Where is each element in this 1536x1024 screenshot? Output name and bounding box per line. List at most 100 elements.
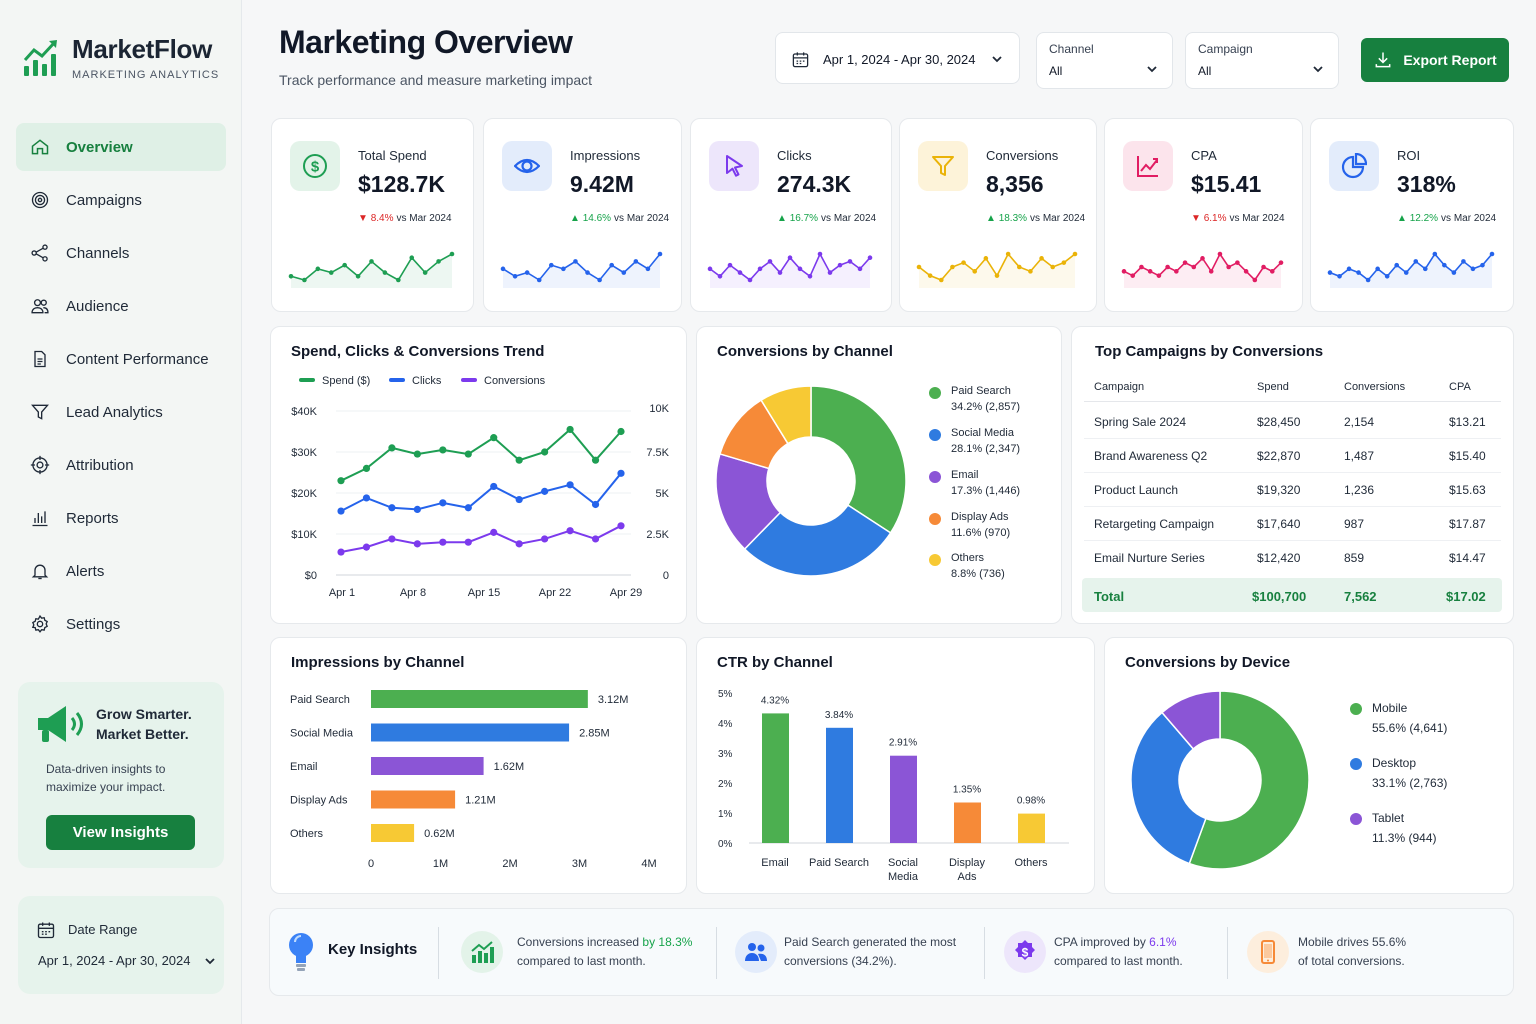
legend-dot — [929, 387, 941, 399]
date-range-value: Apr 1, 2024 - Apr 30, 2024 — [38, 953, 191, 968]
sparkline-point — [827, 270, 833, 275]
data-point — [566, 527, 574, 535]
table-cell: $22,870 — [1257, 449, 1301, 463]
sparkline-point — [422, 270, 428, 275]
down-arrow-icon: ▼ — [1191, 213, 1204, 224]
sparkline-point — [1005, 251, 1011, 257]
table-cell: $15.63 — [1449, 483, 1486, 497]
sidebar-item-overview[interactable]: Overview — [16, 123, 226, 171]
y-tick-left: $20K — [291, 488, 317, 500]
y-tick: 0% — [718, 839, 733, 850]
sparkline-point — [972, 269, 978, 274]
table-row[interactable]: Email Nurture Series $12,420 859 $14.47 — [1072, 541, 1513, 575]
data-point — [362, 464, 371, 472]
date-filter[interactable]: Apr 1, 2024 - Apr 30, 2024 — [775, 32, 1020, 84]
sparkline-point — [1050, 264, 1056, 270]
insight-text-b: conversions (34.2%). — [784, 954, 897, 968]
sparkline-point — [409, 255, 415, 261]
campaign-filter[interactable]: Campaign All — [1185, 32, 1339, 89]
dollar-badge-icon: $ — [1015, 940, 1035, 960]
export-report-button[interactable]: Export Report — [1361, 38, 1509, 82]
sidebar-item-attribution[interactable]: Attribution — [16, 441, 226, 489]
sidebar-item-alerts[interactable]: Alerts — [16, 547, 226, 595]
sidebar-date-range[interactable]: Date Range Apr 1, 2024 - Apr 30, 2024 — [18, 896, 224, 994]
sidebar-item-label: Lead Analytics — [66, 403, 163, 421]
x-category-label: Display — [949, 857, 986, 869]
kpi-delta-value: 18.3% — [998, 213, 1028, 224]
device-donut-card: Conversions by Device Mobile 55.6% (4,641… — [1104, 637, 1514, 894]
data-point — [362, 543, 371, 551]
sparkline-point — [1261, 264, 1266, 270]
data-point — [515, 540, 523, 548]
key-insights-bar: Key Insights Conversions increased by 18… — [269, 908, 1514, 996]
legend-dot — [929, 471, 941, 483]
sparkline-point — [994, 273, 1000, 278]
table-row[interactable]: Product Launch $19,320 1,236 $15.63 — [1072, 473, 1513, 507]
sparkline-point — [1252, 277, 1258, 283]
sidebar: MarketFlow MARKETING ANALYTICS Overview … — [0, 0, 242, 1024]
x-category-label: Others — [1014, 857, 1048, 869]
table-row[interactable]: Retargeting Campaign $17,640 987 $17.87 — [1072, 507, 1513, 541]
data-point — [464, 504, 472, 512]
legend-label: Spend ($) — [322, 375, 370, 387]
growth-chart-icon — [471, 941, 494, 963]
campaign-filter-label: Campaign — [1198, 42, 1253, 56]
bar-paid-search — [826, 727, 853, 843]
data-point — [413, 450, 421, 458]
kpi-delta-period: vs Mar 2024 — [396, 213, 452, 224]
data-point — [617, 427, 625, 436]
sparkline-point — [302, 277, 307, 283]
y-tick-right: 2.5K — [646, 529, 669, 541]
legend-name: Mobile — [1372, 701, 1408, 715]
sidebar-item-channels[interactable]: Channels — [16, 229, 226, 277]
y-tick: 2% — [718, 779, 733, 790]
kpi-value: $15.41 — [1191, 171, 1262, 197]
kpi-icon-box — [709, 141, 759, 191]
bar-display-ads — [371, 790, 456, 809]
data-point — [337, 477, 345, 485]
app-logo[interactable]: MarketFlow MARKETING ANALYTICS — [22, 34, 219, 81]
sidebar-item-label: Content Performance — [66, 350, 209, 368]
sidebar-item-reports[interactable]: Reports — [16, 494, 226, 542]
sparkline — [707, 251, 873, 288]
up-arrow-icon: ▲ — [986, 213, 999, 224]
bar-value-label: 4.32% — [761, 695, 789, 706]
y-tick-right: 7.5K — [646, 447, 669, 459]
card-title: Spend, Clicks & Conversions Trend — [291, 343, 545, 360]
x-tick: 4M — [641, 858, 656, 870]
x-category-label: Media — [888, 871, 919, 883]
kpi-icon-box — [502, 141, 552, 191]
x-tick: Apr 1 — [329, 587, 355, 599]
table-row[interactable]: Brand Awareness Q2 $22,870 1,487 $15.40 — [1072, 439, 1513, 473]
view-insights-button[interactable]: View Insights — [46, 815, 195, 850]
bar-category-label: Paid Search — [290, 694, 350, 706]
donut-slice-paid-search — [810, 385, 907, 534]
series-line — [340, 428, 622, 482]
sidebar-item-content-performance[interactable]: Content Performance — [16, 335, 226, 383]
sparkline-point — [1470, 266, 1476, 272]
card-title: Conversions by Device — [1125, 654, 1291, 671]
sidebar-item-lead-analytics[interactable]: Lead Analytics — [16, 388, 226, 436]
sidebar-item-settings[interactable]: Settings — [16, 600, 226, 648]
insight-text: CPA improved by 6.1% compared to last mo… — [1054, 933, 1183, 971]
chevron-down-icon — [1313, 66, 1323, 73]
kpi-icon-box — [1329, 141, 1379, 191]
trend-chart-card: Spend, Clicks & Conversions Trend Spend … — [270, 326, 687, 624]
legend-name: Tablet — [1372, 811, 1405, 825]
sidebar-item-audience[interactable]: Audience — [16, 282, 226, 330]
sparkline-point — [787, 255, 793, 261]
users-icon — [745, 943, 767, 961]
bar-chart-icon — [32, 511, 48, 527]
sidebar-item-campaigns[interactable]: Campaigns — [16, 176, 226, 224]
chevron-down-icon[interactable] — [204, 955, 216, 967]
bar-email — [371, 757, 484, 775]
sparkline-point — [1039, 256, 1044, 261]
insight-text-a: Conversions increased — [517, 935, 643, 949]
channel-filter[interactable]: Channel All — [1036, 32, 1173, 89]
insight-text-b: compared to last month. — [517, 954, 646, 968]
legend-detail: 17.3% (1,446) — [951, 485, 1021, 497]
sparkline-point — [916, 264, 922, 270]
up-arrow-icon: ▲ — [570, 213, 583, 224]
table-row[interactable]: Spring Sale 2024 $28,450 2,154 $13.21 — [1072, 405, 1513, 439]
sparkline-point — [369, 259, 374, 264]
